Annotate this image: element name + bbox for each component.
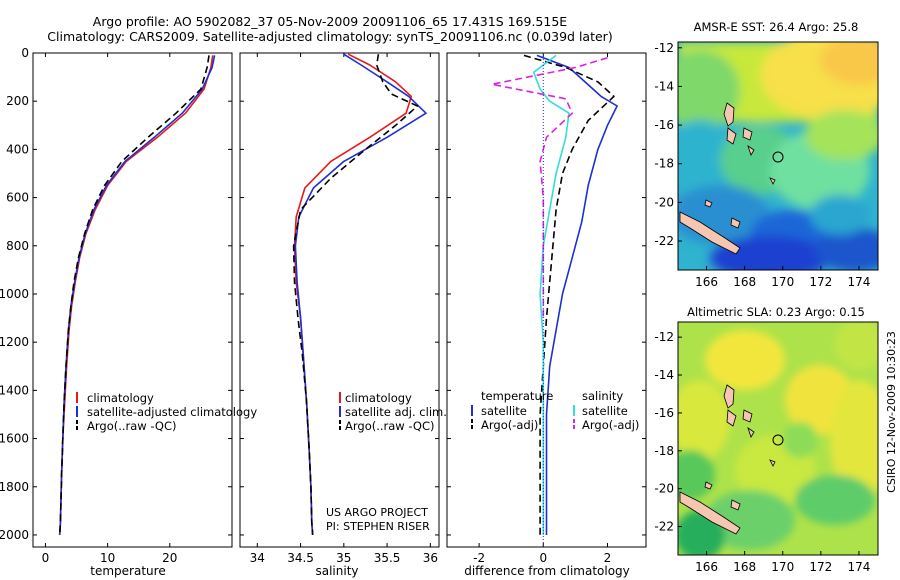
map-y-tick-label: -20 bbox=[654, 482, 674, 496]
temperature-axes bbox=[32, 52, 233, 548]
legend-satellite-adj: satellite adj. clim. bbox=[345, 405, 447, 419]
x-tick-label: 10 bbox=[100, 551, 115, 565]
x-tick-label: 0 bbox=[539, 551, 547, 565]
temperature-xlabel: temperature bbox=[90, 564, 165, 578]
legend-climatology: climatology bbox=[87, 391, 154, 405]
legend-temp-satellite: satellite bbox=[481, 404, 527, 418]
map-x-tick-label: 166 bbox=[695, 560, 718, 574]
series-line-argo-raw-qc bbox=[292, 54, 419, 536]
figure-title: Argo profile: AO 5902082_37 05-Nov-2009 … bbox=[0, 14, 660, 44]
x-tick-label: 0 bbox=[42, 551, 50, 565]
x-tick-label: 35 bbox=[336, 551, 351, 565]
map-y-tick-label: -22 bbox=[654, 234, 674, 248]
project-credit: US ARGO PROJECT bbox=[326, 506, 428, 519]
y-tick-label: 1600 bbox=[0, 432, 29, 446]
difference-legend: temperature salinity satellite Argo(-adj… bbox=[471, 389, 639, 432]
y-tick-label: 1000 bbox=[0, 287, 29, 301]
map-y-tick-label: -20 bbox=[654, 195, 674, 209]
y-tick-label: 0 bbox=[21, 46, 29, 60]
map-x-tick-label: 172 bbox=[809, 275, 832, 289]
map-y-tick-label: -22 bbox=[654, 520, 674, 534]
x-tick-label: 36 bbox=[423, 551, 438, 565]
legend-sal-satellite: satellite bbox=[582, 404, 628, 418]
sst-map bbox=[678, 42, 878, 270]
legend-temp-argo: Argo(-adj) bbox=[481, 418, 538, 432]
y-tick-label: 200 bbox=[6, 94, 29, 108]
series-line-temperature-satellite bbox=[536, 54, 618, 535]
map-x-tick-label: 174 bbox=[847, 275, 870, 289]
series-line-salinity-satellite bbox=[532, 54, 570, 535]
difference-xlabel: difference from climatology bbox=[464, 564, 630, 578]
y-tick-label: 600 bbox=[6, 191, 29, 205]
pi-credit: PI: STEPHEN RISER bbox=[326, 520, 430, 533]
y-tick-label: 1200 bbox=[0, 335, 29, 349]
float-position-marker bbox=[772, 151, 784, 163]
sla-map bbox=[678, 322, 878, 555]
map-x-tick-label: 166 bbox=[695, 275, 718, 289]
map-x-tick-label: 170 bbox=[771, 560, 794, 574]
timestamp-stamp: CSIRO 12-Nov-2009 10:30:23 bbox=[885, 331, 898, 493]
legend-header-salinity: salinity bbox=[582, 389, 623, 403]
legend-argo: Argo(..raw -QC) bbox=[87, 419, 177, 433]
x-tick-label: 35.5 bbox=[374, 551, 401, 565]
map-x-tick-label: 168 bbox=[733, 560, 756, 574]
y-tick-label: 400 bbox=[6, 142, 29, 156]
map-y-tick-label: -18 bbox=[654, 157, 674, 171]
map-x-tick-label: 174 bbox=[847, 560, 870, 574]
salinity-axes bbox=[239, 52, 440, 548]
y-tick-label: 1400 bbox=[0, 383, 29, 397]
map-y-tick-label: -14 bbox=[654, 79, 674, 93]
series-line-temperature-argo-adj bbox=[523, 54, 615, 535]
legend-sal-argo: Argo(-adj) bbox=[582, 418, 639, 432]
map-x-tick-label: 168 bbox=[733, 275, 756, 289]
x-tick-label: 34 bbox=[250, 551, 265, 565]
map-y-tick-label: -16 bbox=[654, 406, 674, 420]
map-y-tick-label: -12 bbox=[654, 330, 674, 344]
y-tick-label: 1800 bbox=[0, 480, 29, 494]
legend-satellite-adjusted: satellite-adjusted climatology bbox=[87, 405, 257, 419]
series-line-satellite-adjusted-climatology bbox=[58, 55, 216, 536]
x-tick-label: 20 bbox=[162, 551, 177, 565]
map-x-tick-label: 170 bbox=[771, 275, 794, 289]
salinity-legend: climatology satellite adj. clim. Argo(..… bbox=[339, 391, 447, 433]
title-line-1: Argo profile: AO 5902082_37 05-Nov-2009 … bbox=[92, 14, 568, 29]
legend-argo: Argo(..raw -QC) bbox=[345, 419, 435, 433]
x-tick-label: 2 bbox=[604, 551, 612, 565]
y-tick-label: 2000 bbox=[0, 528, 29, 542]
legend-header-temperature: temperature bbox=[481, 389, 553, 403]
temperature-legend: climatology satellite-adjusted climatolo… bbox=[76, 391, 257, 433]
float-position-marker bbox=[772, 434, 784, 446]
x-tick-label: 34.5 bbox=[287, 551, 314, 565]
legend-climatology: climatology bbox=[345, 391, 412, 405]
sla-map-title: Altimetric SLA: 0.23 Argo: 0.15 bbox=[687, 305, 865, 319]
map-y-tick-label: -16 bbox=[654, 118, 674, 132]
sst-map-title: AMSR-E SST: 26.4 Argo: 25.8 bbox=[694, 20, 859, 34]
map-x-tick-label: 172 bbox=[809, 560, 832, 574]
salinity-xlabel: salinity bbox=[315, 564, 358, 578]
map-y-tick-label: -18 bbox=[654, 444, 674, 458]
title-line-2: Climatology: CARS2009. Satellite-adjuste… bbox=[47, 29, 613, 44]
y-tick-label: 800 bbox=[6, 239, 29, 253]
map-y-tick-label: -12 bbox=[654, 41, 674, 55]
x-tick-label: -2 bbox=[473, 551, 485, 565]
map-y-tick-label: -14 bbox=[654, 368, 674, 382]
